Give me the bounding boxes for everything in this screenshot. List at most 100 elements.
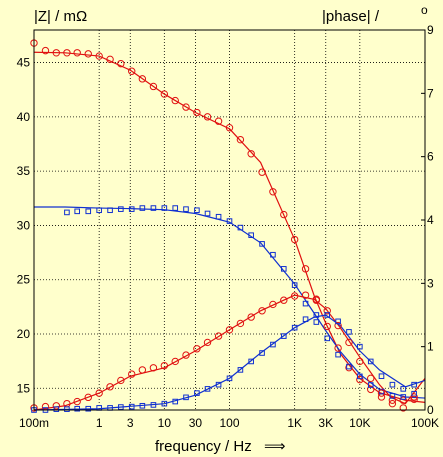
red-magnitude-point <box>203 113 212 121</box>
blue-phase-point <box>411 381 417 388</box>
red-phase-point <box>193 345 201 353</box>
blue-magnitude-point <box>194 207 200 214</box>
blue-phase-point <box>357 343 363 350</box>
red-magnitude-point <box>106 55 114 64</box>
red-magnitude-point <box>73 49 81 57</box>
red-phase-point <box>323 307 331 315</box>
red-phase-point <box>106 383 114 391</box>
blue-magnitude-point <box>139 205 146 211</box>
blue-magnitude-point <box>64 209 70 216</box>
red-magnitude-point <box>95 52 103 60</box>
red-magnitude-point <box>236 135 245 144</box>
blue-phase-point <box>302 316 309 323</box>
blue-magnitude-point <box>172 205 179 211</box>
y-right-tick-label: 4 <box>427 213 434 227</box>
red-phase-point <box>225 326 234 334</box>
tick-labels: 100m 1 3 10 30 100 1K 3K 10K 100K 15 20 25 30 35 40 45 0 1… <box>17 23 439 430</box>
red-magnitude-point <box>171 96 179 105</box>
y-axis-right-label: |phase| / <box>322 8 380 25</box>
blue-phase-point <box>335 318 341 325</box>
blue-magnitude-point <box>183 206 189 212</box>
blue-phase-point <box>150 402 157 408</box>
red-phase-point <box>84 393 92 402</box>
blue-phase-point <box>139 402 146 409</box>
blue-phase-point <box>96 405 102 411</box>
red-phase-point <box>73 397 81 406</box>
y-right-tick-label: 9 <box>427 23 434 37</box>
blue-phase-point <box>194 390 200 396</box>
blue-phase-point <box>64 406 70 412</box>
red-phase-point <box>171 357 179 366</box>
red-magnitude-point <box>128 67 136 75</box>
blue-magnitude-point <box>226 218 233 224</box>
red-phase-point <box>247 313 255 321</box>
red-phase-point <box>128 370 136 378</box>
blue-magnitude-point <box>367 382 374 388</box>
blue-magnitude-point <box>107 207 113 214</box>
blue-phase-point <box>389 381 396 388</box>
blue-magnitude-point <box>215 213 222 220</box>
red-magnitude-fit-curve <box>33 51 426 403</box>
blue-phase-point <box>161 400 168 407</box>
x-tick-label: 100m <box>19 416 49 430</box>
blue-phase-point <box>215 381 222 388</box>
x-axis-label: frequency / Hz <box>155 438 252 455</box>
fit-curves <box>33 51 426 411</box>
red-magnitude-point <box>138 75 147 83</box>
blue-phase-point <box>248 358 254 365</box>
red-phase-point <box>399 404 407 412</box>
red-magnitude-point <box>334 344 342 352</box>
y-axis-left-label: |Z| / mΩ <box>34 8 87 25</box>
blue-phase-point <box>128 403 135 410</box>
x-tick-label: 3K <box>318 416 333 430</box>
red-magnitude-point <box>280 210 288 219</box>
y-left-tick-label: 20 <box>17 327 31 341</box>
blue-phase-point <box>226 375 233 382</box>
red-phase-point <box>367 374 375 383</box>
blue-phase-point <box>346 329 352 335</box>
blue-magnitude-point <box>389 393 396 399</box>
blue-magnitude-point <box>161 205 168 211</box>
blue-phase-point <box>237 367 244 373</box>
red-magnitude-point <box>356 375 364 384</box>
red-magnitude-point <box>149 82 158 91</box>
blue-magnitude-point <box>237 224 244 231</box>
blue-magnitude-point <box>270 251 276 258</box>
blue-phase-point <box>400 386 407 392</box>
x-tick-label: 1 <box>96 416 103 430</box>
grid <box>34 30 425 410</box>
blue-magnitude-point <box>128 206 135 212</box>
red-phase-point <box>312 296 321 304</box>
red-magnitude-point <box>301 265 310 273</box>
red-phase-point <box>258 307 266 315</box>
blue-magnitude-point <box>259 241 265 247</box>
blue-phase-point <box>74 405 80 412</box>
red-phase-point <box>356 357 364 366</box>
red-phase-point <box>160 361 169 370</box>
x-tick-label: 30 <box>189 416 203 430</box>
red-magnitude-point <box>410 393 418 401</box>
blue-phase-point <box>183 394 189 401</box>
red-magnitude-point <box>225 124 234 132</box>
blue-magnitude-point <box>400 394 407 400</box>
y-right-tick-label: 3 <box>427 276 434 290</box>
y-left-tick-label: 25 <box>17 273 31 287</box>
x-tick-label: 10 <box>158 416 172 430</box>
x-tick-label: 100 <box>219 416 239 430</box>
red-magnitude-point <box>63 49 71 57</box>
blue-magnitude-point <box>204 210 211 217</box>
blue-phase-point <box>118 404 124 410</box>
red-phase-point <box>214 332 223 340</box>
blue-magnitude-point <box>346 363 352 370</box>
blue-phase-point <box>313 312 320 318</box>
blue-phase-fit-curve <box>33 314 426 411</box>
blue-phase-point <box>85 405 92 412</box>
red-magnitude-point <box>388 396 397 404</box>
blue-magnitude-point <box>85 208 92 215</box>
x-tick-label: 3 <box>127 416 134 430</box>
x-tick-label: 100K <box>411 416 439 430</box>
blue-magnitude-point <box>291 282 298 288</box>
red-magnitude-point <box>214 117 223 125</box>
red-phase-point <box>52 402 61 410</box>
